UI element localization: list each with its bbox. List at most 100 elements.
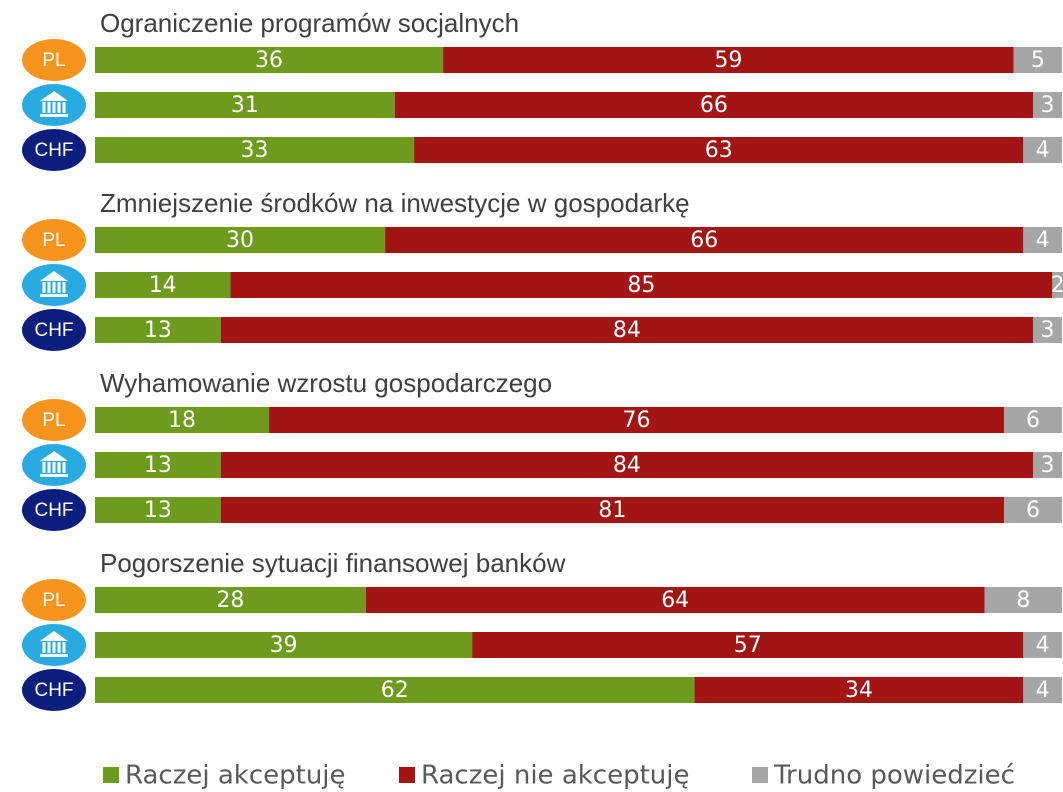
segment-label: 18	[168, 408, 196, 433]
bar-segment	[269, 407, 1004, 433]
bar-segment	[385, 227, 1024, 253]
segment-label: 28	[216, 588, 244, 613]
segment-label: 6	[1026, 408, 1040, 433]
segment-label: 5	[1031, 48, 1045, 73]
bar-segment	[95, 137, 415, 163]
segment-label: 81	[598, 498, 626, 523]
segment-label: 33	[241, 138, 269, 163]
bar-segment	[1023, 632, 1062, 658]
bar-segment	[95, 272, 231, 298]
icon-badge	[22, 129, 86, 171]
bar-segment	[95, 632, 473, 658]
row-icon	[22, 84, 86, 126]
bank-column	[62, 102, 66, 113]
segment-label: 36	[255, 48, 283, 73]
bank-column	[52, 282, 56, 293]
icon-label: CHF	[34, 140, 73, 161]
bar-segment	[984, 587, 1062, 613]
bank-column	[57, 462, 61, 473]
segment-label: 3	[1040, 318, 1054, 343]
row-icon: CHF	[22, 669, 86, 711]
icon-label: CHF	[34, 680, 73, 701]
icon-label: PL	[42, 410, 65, 431]
segment-label: 39	[270, 633, 298, 658]
row-icon: CHF	[22, 309, 86, 351]
segment-label: 14	[149, 273, 177, 298]
segment-label: 13	[144, 318, 172, 343]
segment-label: 84	[613, 453, 641, 478]
row-icon: PL	[22, 399, 86, 441]
bank-column	[52, 642, 56, 653]
segment-label: 64	[661, 588, 689, 613]
icon-badge	[22, 669, 86, 711]
bar-segment	[1003, 497, 1062, 523]
segment-label: 8	[1016, 588, 1030, 613]
bank-roof	[40, 631, 68, 641]
segment-label: 13	[144, 498, 172, 523]
legend-label: Raczej akceptuję	[125, 761, 346, 791]
segment-label: 76	[623, 408, 651, 433]
bank-column	[42, 642, 46, 653]
segment-label: 34	[845, 678, 873, 703]
segment-label: 3	[1040, 93, 1054, 118]
bank-column	[47, 102, 51, 113]
bar-segment	[95, 587, 366, 613]
segment-label: 59	[714, 48, 742, 73]
icon-label: CHF	[34, 320, 73, 341]
segment-label: 66	[690, 228, 718, 253]
bar-segment	[365, 587, 985, 613]
segment-label: 4	[1036, 633, 1050, 658]
bank-roof	[40, 451, 68, 461]
bank-column	[57, 282, 61, 293]
segment-label: 13	[144, 453, 172, 478]
bar-segment	[220, 452, 1033, 478]
bank-column	[62, 642, 66, 653]
bar-segment	[95, 92, 395, 118]
row-icon	[22, 444, 86, 486]
bar-segment	[472, 632, 1024, 658]
group-title: Zmniejszenie środków na inwestycje w gos…	[100, 188, 690, 218]
segment-label: 57	[734, 633, 762, 658]
row-icon: PL	[22, 39, 86, 81]
bar-segment	[414, 137, 1024, 163]
row-icon: PL	[22, 219, 86, 261]
bank-roof	[40, 91, 68, 101]
icon-label: PL	[42, 590, 65, 611]
bar-segment	[1003, 407, 1062, 433]
bar-segment	[394, 92, 1033, 118]
bar-segment	[1032, 92, 1062, 118]
bar-segment	[1032, 317, 1062, 343]
bar-segment	[95, 407, 270, 433]
legend-swatch	[399, 767, 415, 783]
bank-roof	[40, 271, 68, 281]
legend-swatch	[103, 767, 119, 783]
row-icon: CHF	[22, 129, 86, 171]
legend-label: Raczej nie akceptuję	[421, 761, 690, 791]
segment-label: 2	[1051, 273, 1063, 298]
segment-label: 66	[700, 93, 728, 118]
segment-label: 62	[381, 678, 409, 703]
bank-base	[40, 474, 68, 477]
bank-base	[40, 294, 68, 297]
icon-badge	[22, 579, 86, 621]
segment-label: 85	[627, 273, 655, 298]
legend-swatch	[752, 767, 768, 783]
bank-column	[42, 102, 46, 113]
bar-segment	[95, 47, 444, 73]
bank-column	[42, 462, 46, 473]
bar-segment	[694, 677, 1024, 703]
bar-segment	[1023, 677, 1062, 703]
icon-badge	[22, 309, 86, 351]
icon-label: PL	[42, 50, 65, 71]
bank-column	[57, 642, 61, 653]
bank-column	[47, 282, 51, 293]
bar-segment	[95, 452, 221, 478]
icon-badge	[22, 39, 86, 81]
segment-label: 4	[1036, 138, 1050, 163]
bar-segment	[443, 47, 1014, 73]
bank-base	[40, 114, 68, 117]
bar-segment	[1032, 452, 1062, 478]
bar-segment	[230, 272, 1053, 298]
bar-segment	[95, 677, 695, 703]
